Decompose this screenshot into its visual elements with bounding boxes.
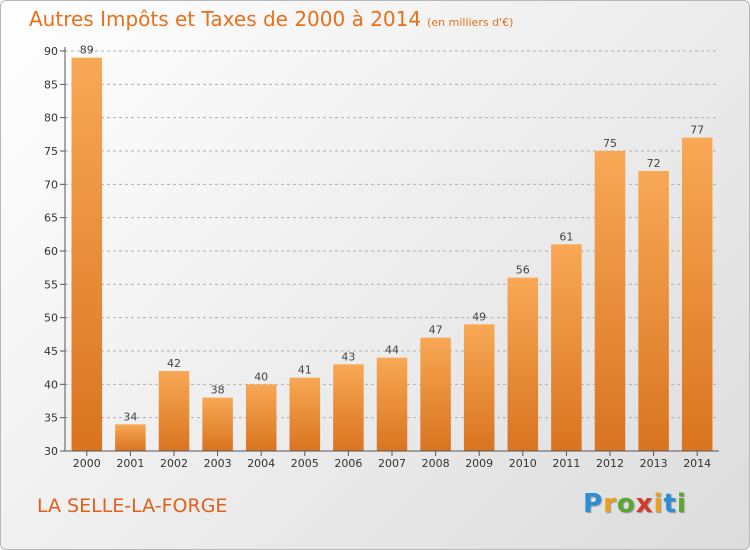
x-tick-label-2001: 2001 — [116, 457, 144, 470]
x-tick-label-2000: 2000 — [73, 457, 101, 470]
data-label-2008: 47 — [429, 324, 443, 337]
logo-letter: r — [603, 489, 617, 519]
bar-2012 — [594, 151, 626, 451]
bar-2006 — [333, 364, 364, 451]
data-label-2004: 40 — [254, 370, 268, 383]
bar-2001 — [115, 424, 146, 451]
x-tick-label-2012: 2012 — [596, 457, 624, 470]
bar-2002 — [158, 371, 190, 451]
x-tick-label-2002: 2002 — [160, 457, 188, 470]
bar-2004 — [245, 384, 277, 451]
bar-2005 — [289, 377, 321, 451]
logo-letter: t — [663, 489, 677, 519]
commune-name: LA SELLE-LA-FORGE — [37, 495, 228, 517]
logo-letter: x — [635, 489, 654, 519]
x-tick-label-2011: 2011 — [552, 457, 580, 470]
axes: 30 35 40 45 50 55 60 65 70 75 80 85 90 2000 2001 2002 20… — [44, 45, 719, 470]
y-tick-label: 70 — [44, 178, 58, 191]
bar-2011 — [551, 244, 582, 451]
y-tick-label: 80 — [44, 112, 58, 125]
y-tick-label: 50 — [44, 312, 58, 325]
y-tick-label: 60 — [44, 245, 58, 258]
chart-title-text: Autres Impôts et Taxes de 2000 à 2014 — [29, 7, 422, 31]
x-tick-label-2006: 2006 — [334, 457, 362, 470]
y-tick-label: 45 — [44, 345, 58, 358]
data-label-2002: 42 — [167, 357, 181, 370]
bar-2008 — [420, 337, 451, 451]
y-tick-label: 35 — [44, 412, 58, 425]
data-label-2010: 56 — [516, 264, 530, 277]
logo-letter: i — [676, 489, 687, 519]
y-tick-label: 75 — [44, 145, 58, 158]
data-label-2007: 44 — [385, 344, 399, 357]
data-label-2000: 89 — [80, 44, 94, 57]
chart-unit: (en milliers d'€) — [427, 16, 514, 29]
chart-title: Autres Impôts et Taxes de 2000 à 2014 (en… — [29, 7, 513, 31]
x-tick-label-2008: 2008 — [422, 457, 450, 470]
bars: 89 34 42 38 40 41 43 44 47 49 56 61 75 72 77 — [71, 44, 713, 452]
x-tick-label-2013: 2013 — [640, 457, 668, 470]
bar-2000 — [71, 57, 103, 452]
x-tick-label-2010: 2010 — [509, 457, 537, 470]
x-tick-label-2009: 2009 — [465, 457, 493, 470]
logo-letter: o — [616, 489, 636, 519]
bar-2003 — [202, 397, 233, 451]
data-label-2001: 34 — [123, 410, 137, 423]
data-label-2003: 38 — [211, 384, 225, 397]
x-tick-label-2003: 2003 — [204, 457, 232, 470]
x-tick-label-2007: 2007 — [378, 457, 406, 470]
data-label-2012: 75 — [603, 137, 617, 150]
bar-2009 — [463, 324, 495, 451]
proxiti-logo: Proxiti — [583, 489, 687, 519]
bar-2014 — [681, 137, 713, 451]
bar-2013 — [638, 171, 669, 451]
data-label-2011: 61 — [559, 230, 573, 243]
data-label-2013: 72 — [647, 157, 661, 170]
y-tick-label: 40 — [44, 378, 58, 391]
bar-2010 — [507, 277, 539, 451]
x-tick-label-2014: 2014 — [683, 457, 711, 470]
logo-letter: P — [583, 489, 604, 519]
y-tick-label: 30 — [44, 445, 58, 458]
data-label-2005: 41 — [298, 364, 312, 377]
y-tick-label: 65 — [44, 212, 58, 225]
x-tick-label-2005: 2005 — [291, 457, 319, 470]
data-label-2009: 49 — [472, 310, 486, 323]
logo-letter: i — [653, 489, 664, 519]
y-tick-label: 55 — [44, 278, 58, 291]
bar-2007 — [376, 357, 408, 451]
data-label-2014: 77 — [690, 124, 704, 137]
x-tick-label-2004: 2004 — [247, 457, 275, 470]
y-tick-label: 85 — [44, 78, 58, 91]
data-label-2006: 43 — [341, 350, 355, 363]
y-tick-label: 90 — [44, 45, 58, 58]
